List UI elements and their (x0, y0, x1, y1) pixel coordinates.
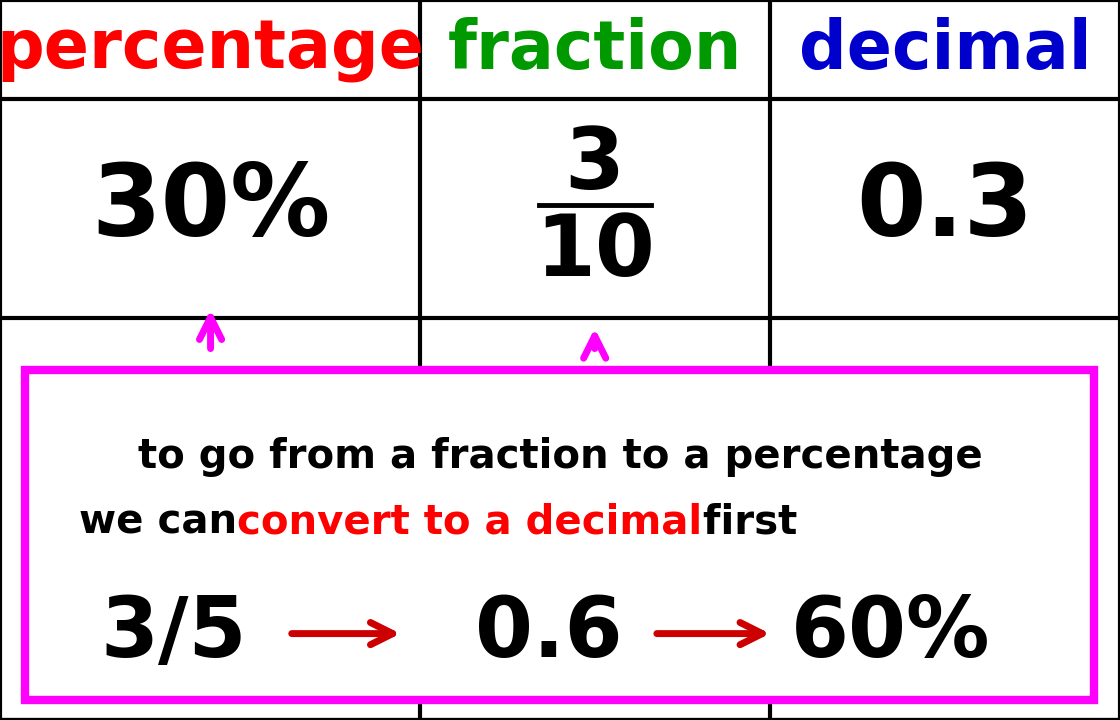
Text: 10: 10 (534, 210, 655, 294)
Text: decimal: decimal (799, 17, 1092, 84)
Text: first: first (689, 502, 797, 542)
Bar (25, 370, 1094, 700)
Text: 3/5: 3/5 (101, 593, 246, 674)
Text: convert to a decimal: convert to a decimal (237, 502, 702, 542)
Text: fraction: fraction (448, 17, 741, 84)
Text: percentage: percentage (0, 17, 424, 84)
Text: 0.3: 0.3 (857, 161, 1034, 257)
Text: 30%: 30% (91, 161, 330, 257)
Text: we can: we can (80, 502, 251, 542)
Text: 3: 3 (564, 124, 625, 207)
Text: 0.6: 0.6 (475, 593, 623, 674)
Text: to go from a fraction to a percentage: to go from a fraction to a percentage (138, 437, 982, 477)
Text: 60%: 60% (791, 593, 990, 674)
